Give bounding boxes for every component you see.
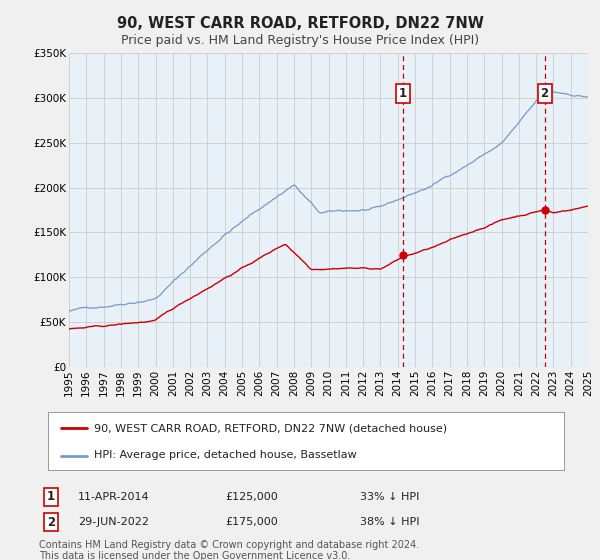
- Text: 29-JUN-2022: 29-JUN-2022: [79, 517, 149, 527]
- Text: Price paid vs. HM Land Registry's House Price Index (HPI): Price paid vs. HM Land Registry's House …: [121, 34, 479, 47]
- Text: £125,000: £125,000: [226, 492, 278, 502]
- Text: 90, WEST CARR ROAD, RETFORD, DN22 7NW (detached house): 90, WEST CARR ROAD, RETFORD, DN22 7NW (d…: [94, 423, 448, 433]
- Text: HPI: Average price, detached house, Bassetlaw: HPI: Average price, detached house, Bass…: [94, 450, 357, 460]
- Text: 1: 1: [398, 87, 407, 100]
- Text: This data is licensed under the Open Government Licence v3.0.: This data is licensed under the Open Gov…: [39, 551, 350, 560]
- Text: 38% ↓ HPI: 38% ↓ HPI: [360, 517, 419, 527]
- Text: 11-APR-2014: 11-APR-2014: [78, 492, 150, 502]
- Text: 33% ↓ HPI: 33% ↓ HPI: [360, 492, 419, 502]
- Text: 2: 2: [541, 87, 548, 100]
- Text: 2: 2: [47, 516, 55, 529]
- Text: 1: 1: [47, 491, 55, 503]
- Text: 90, WEST CARR ROAD, RETFORD, DN22 7NW: 90, WEST CARR ROAD, RETFORD, DN22 7NW: [116, 16, 484, 31]
- Text: Contains HM Land Registry data © Crown copyright and database right 2024.: Contains HM Land Registry data © Crown c…: [39, 540, 419, 550]
- Text: £175,000: £175,000: [226, 517, 278, 527]
